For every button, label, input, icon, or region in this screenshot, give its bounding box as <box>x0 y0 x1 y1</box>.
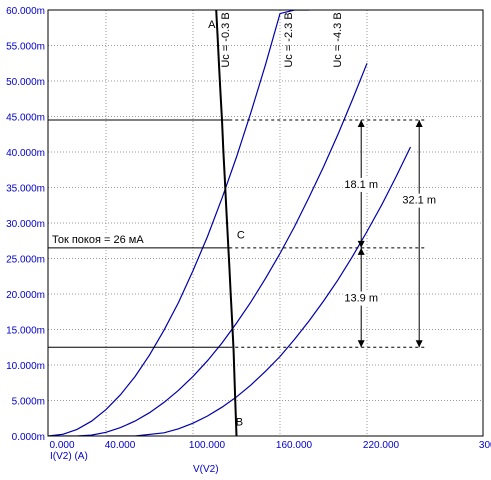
x-tick-label: 0.000 <box>49 440 74 451</box>
delta-total-label-bg <box>401 193 438 208</box>
delta-upper-label: 18.1 m <box>344 179 378 191</box>
point-label-C: C <box>237 230 245 242</box>
x-tick-label: 100.000 <box>189 440 226 451</box>
grid <box>48 10 483 436</box>
y-tick-label: 45.000m <box>6 113 45 124</box>
y-tick-label: 10.000m <box>6 361 45 372</box>
y-axis-label: I(V2) (A) <box>50 451 88 462</box>
y-tick-label: 5.000m <box>12 397 45 408</box>
series-line-2 <box>62 63 368 436</box>
y-tick-label: 30.000m <box>6 219 45 230</box>
x-tick-label: 160.000 <box>276 440 313 451</box>
delta-lower-label: 13.9 m <box>344 293 378 305</box>
y-tick-labels: 0.000m 5.000m 10.000m 15.000m 20.000m 25.000m… <box>6 6 45 443</box>
arrow-total-head-top <box>415 120 423 128</box>
x-tick-label: 220.000 <box>363 440 400 451</box>
point-label-B: B <box>236 416 243 428</box>
arrow-upper-head-top <box>357 120 365 128</box>
x-tick-label: 40.000 <box>105 440 136 451</box>
x-axis-label: V(V2) <box>193 464 219 475</box>
delta-total-label: 32.1 m <box>402 195 436 207</box>
x-tick-labels: 0.000 40.000 100.000 160.000 220.000 300.000 <box>49 440 491 451</box>
y-tick-label: 20.000m <box>6 290 45 301</box>
y-tick-label: 35.000m <box>6 184 45 195</box>
series-line-1 <box>48 10 309 436</box>
x-tick-label: 300.000 <box>479 440 491 451</box>
point-label-A: A <box>208 19 216 31</box>
y-tick-label: 40.000m <box>6 148 45 159</box>
series-label: Uc = -0.3 B <box>220 12 232 67</box>
y-tick-label: 55.000m <box>6 42 45 53</box>
delta-lower-label-bg <box>343 291 380 306</box>
arrow-lower-head-top <box>357 247 365 255</box>
y-tick-label: 50.000m <box>6 77 45 88</box>
y-tick-label: 15.000m <box>6 326 45 337</box>
curves <box>48 10 412 436</box>
y-tick-label: 60.000m <box>6 6 45 17</box>
y-tick-label: 25.000m <box>6 255 45 266</box>
series-label: Uc = -2.3 B <box>283 12 295 67</box>
series-label: Uc = -4.3 B <box>332 12 344 67</box>
load-line <box>215 10 238 436</box>
arrow-total-head-bottom <box>415 340 423 348</box>
arrow-upper-head-bottom <box>357 240 365 248</box>
arrow-lower-head-bottom <box>357 340 365 348</box>
quiescent-current-label-bg <box>51 232 146 247</box>
series-line-3 <box>106 146 412 436</box>
plot-frame <box>47 9 484 437</box>
y-tick-label: 0.000m <box>12 432 45 443</box>
delta-upper-label-bg <box>343 177 380 192</box>
quiescent-current-label: Ток покоя = 26 мА <box>52 234 144 246</box>
annotations: Uc = -0.3 B Uc = -2.3 B Uc = -4.3 B 18.1 m 1… <box>48 12 438 428</box>
